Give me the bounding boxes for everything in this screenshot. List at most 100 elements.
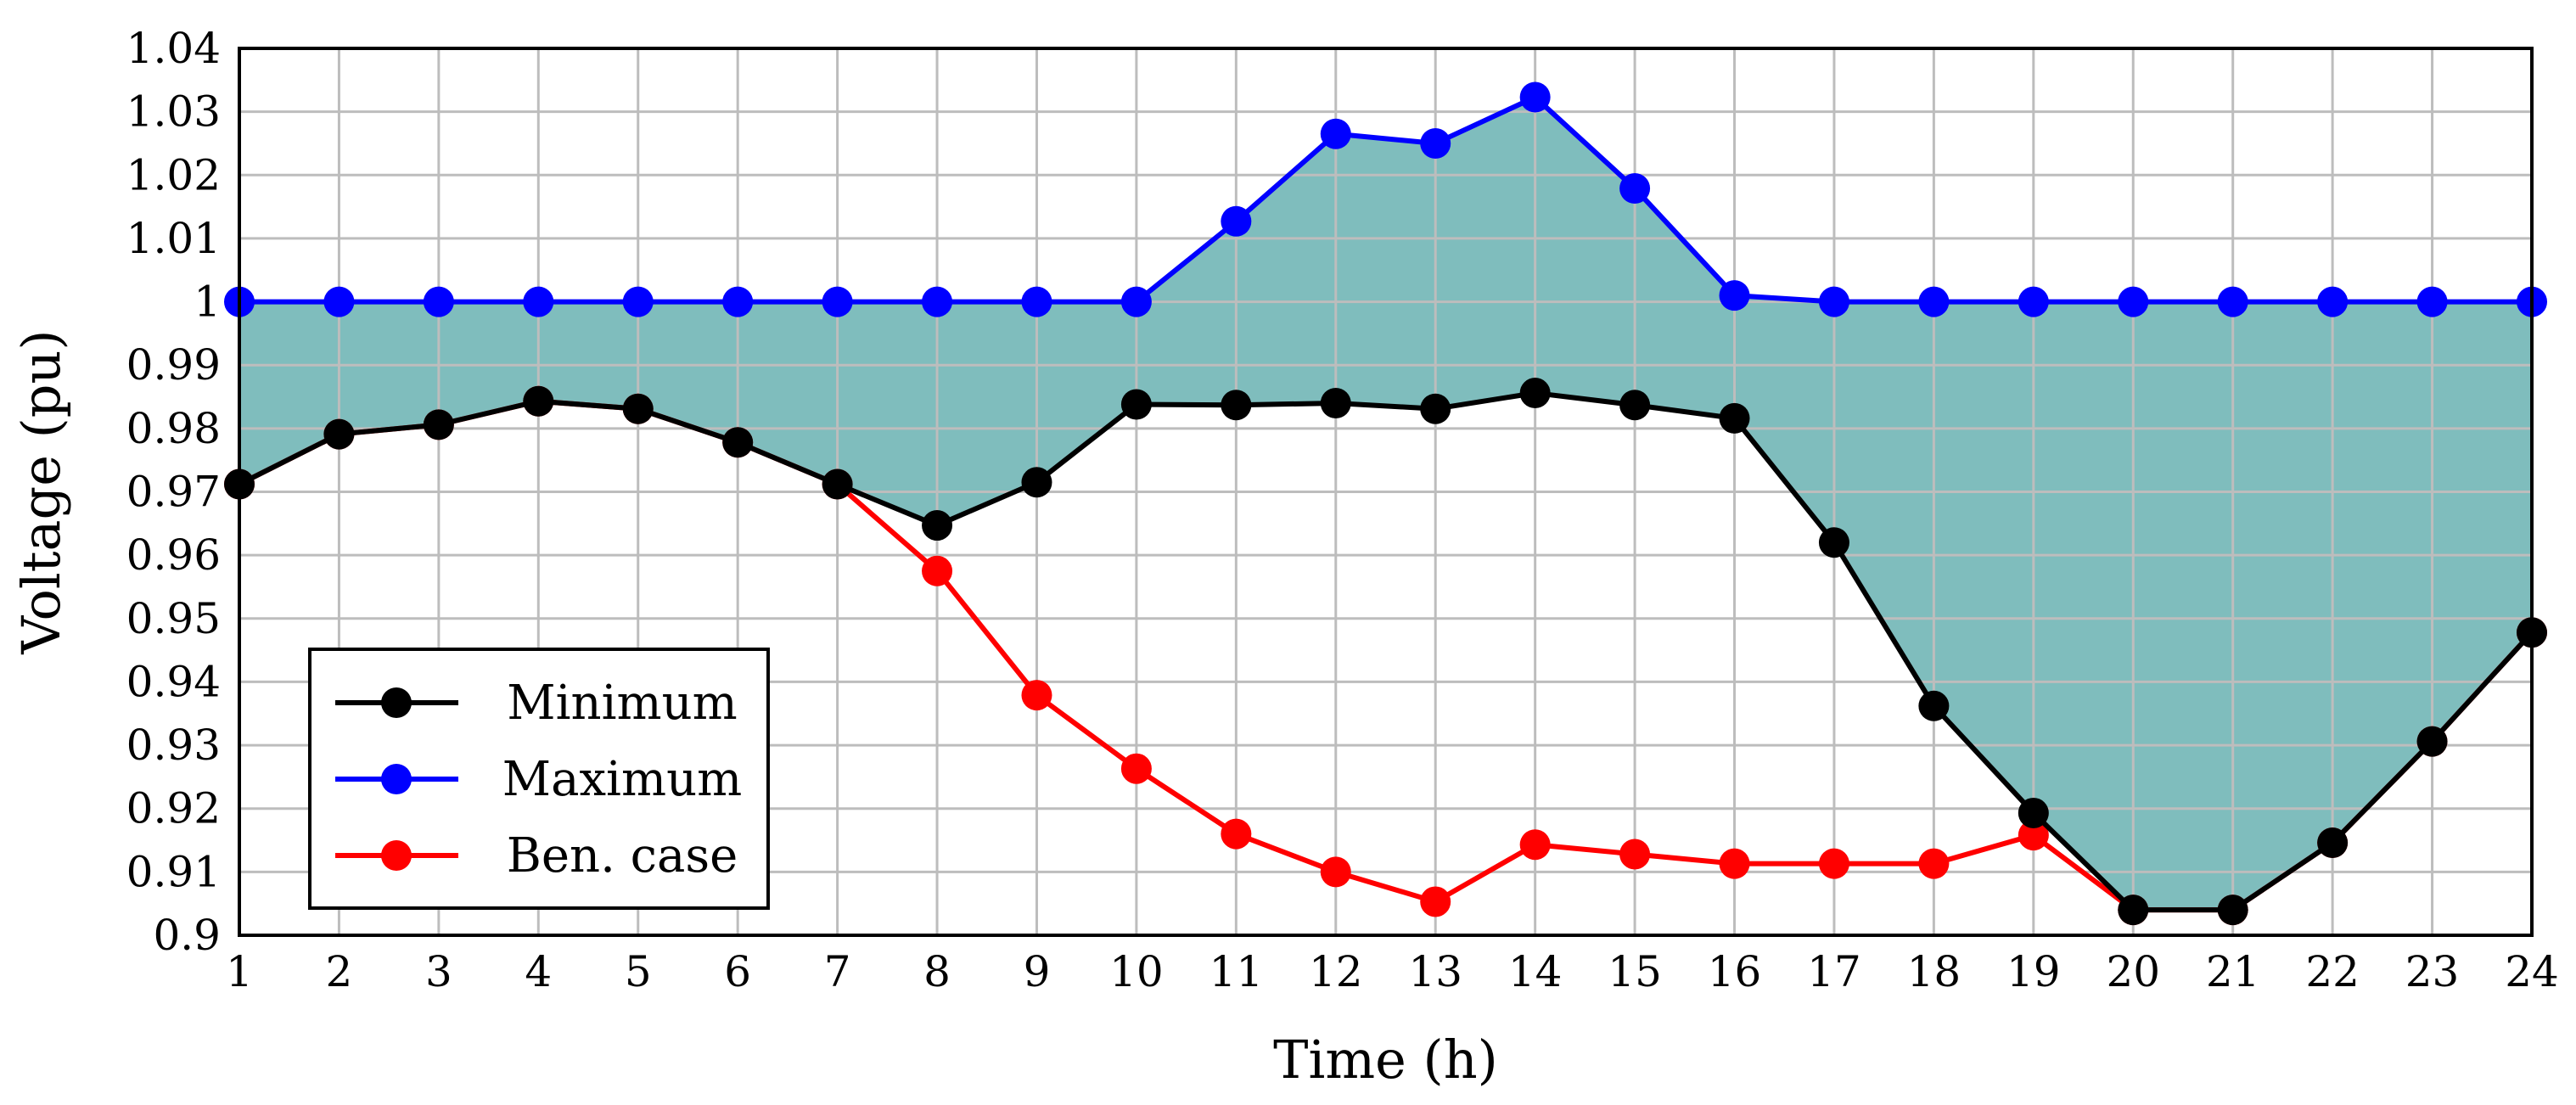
legend-marker-minimum bbox=[381, 687, 412, 718]
data-point-minimum bbox=[1120, 389, 1152, 420]
x-tick-label: 15 bbox=[1608, 947, 1662, 996]
data-point-ben-case bbox=[1120, 753, 1152, 784]
data-point-maximum bbox=[523, 286, 554, 317]
y-axis-title: Voltage (pu) bbox=[10, 329, 72, 654]
data-point-minimum bbox=[1619, 390, 1651, 421]
plot-frame bbox=[238, 47, 2534, 937]
legend: Minimum Maximum Ben. case bbox=[308, 648, 770, 910]
data-point-maximum bbox=[1519, 81, 1551, 113]
x-tick-label: 17 bbox=[1807, 947, 1861, 996]
min-max-band bbox=[239, 97, 2532, 911]
x-axis-title: Time (h) bbox=[1273, 1029, 1498, 1091]
data-point-ben-case bbox=[1320, 856, 1351, 888]
data-point-ben-case bbox=[1818, 848, 1849, 879]
data-point-minimum bbox=[423, 409, 454, 440]
data-point-minimum bbox=[2118, 895, 2149, 926]
data-point-minimum bbox=[523, 385, 554, 417]
data-point-minimum bbox=[2416, 726, 2448, 757]
data-point-minimum bbox=[722, 427, 754, 458]
data-point-minimum bbox=[1918, 690, 1950, 721]
data-point-ben-case bbox=[1420, 886, 1451, 917]
data-point-maximum bbox=[1420, 127, 1451, 159]
y-tick-label: 0.96 bbox=[126, 530, 221, 580]
data-point-maximum bbox=[1320, 118, 1351, 149]
data-point-maximum bbox=[2416, 286, 2448, 317]
x-tick-label: 8 bbox=[923, 947, 951, 996]
y-tick-label: 0.95 bbox=[126, 594, 221, 643]
data-point-minimum bbox=[1221, 390, 1252, 421]
data-point-minimum bbox=[2018, 797, 2049, 828]
data-point-minimum bbox=[1021, 467, 1052, 498]
data-point-maximum bbox=[1619, 172, 1651, 204]
series-line-maximum bbox=[239, 94, 2532, 305]
data-point-ben-case bbox=[1719, 848, 1750, 879]
data-point-maximum bbox=[2317, 286, 2349, 317]
data-point-minimum bbox=[2317, 827, 2349, 859]
y-tick-label: 0.91 bbox=[126, 847, 221, 896]
legend-label-minimum: Minimum bbox=[507, 676, 738, 731]
x-tick-label: 1 bbox=[226, 947, 253, 996]
x-tick-label: 19 bbox=[2006, 947, 2061, 996]
x-tick-label: 7 bbox=[824, 947, 851, 996]
data-point-maximum bbox=[323, 286, 355, 317]
data-point-minimum bbox=[822, 468, 853, 500]
y-tick-label: 0.94 bbox=[126, 657, 221, 706]
y-tick-label: 1.02 bbox=[126, 150, 221, 199]
y-tick-label: 1 bbox=[194, 278, 221, 327]
data-point-maximum bbox=[2018, 286, 2049, 317]
data-point-maximum bbox=[423, 286, 454, 317]
data-point-ben-case bbox=[2018, 820, 2049, 851]
data-point-maximum bbox=[1818, 286, 1849, 317]
data-point-minimum bbox=[1719, 402, 1750, 434]
y-tick-label: 1.01 bbox=[126, 214, 221, 263]
data-point-maximum bbox=[1120, 286, 1152, 317]
x-tick-label: 16 bbox=[1708, 947, 1762, 996]
data-point-maximum bbox=[2217, 286, 2248, 317]
data-point-maximum bbox=[1221, 205, 1252, 237]
data-point-minimum bbox=[1818, 527, 1849, 558]
x-tick-label: 10 bbox=[1109, 947, 1164, 996]
y-tick-label: 0.97 bbox=[126, 468, 221, 517]
x-tick-label: 23 bbox=[2405, 947, 2460, 996]
legend-marker-ben-case bbox=[381, 840, 412, 871]
y-tick-label: 0.9 bbox=[153, 911, 221, 960]
x-tick-label: 18 bbox=[1907, 947, 1961, 996]
data-point-maximum bbox=[2118, 286, 2149, 317]
x-tick-label: 5 bbox=[625, 947, 652, 996]
data-point-maximum bbox=[822, 286, 853, 317]
legend-label-maximum: Maximum bbox=[502, 752, 743, 807]
y-tick-label: 0.92 bbox=[126, 784, 221, 833]
data-point-minimum bbox=[922, 510, 953, 541]
tick-label-layer: 1 2 3 4 5 6 7 8 9 10 11 12 13 14 15 16 17 18 19 20 21 22 23 240… bbox=[126, 24, 2559, 996]
x-tick-label: 14 bbox=[1508, 947, 1563, 996]
data-point-minimum bbox=[2217, 895, 2248, 926]
y-tick-label: 0.93 bbox=[126, 721, 221, 770]
data-point-minimum bbox=[1420, 393, 1451, 424]
data-point-ben-case bbox=[922, 555, 953, 586]
x-tick-label: 9 bbox=[1024, 947, 1051, 996]
y-tick-label: 1.04 bbox=[126, 24, 221, 73]
min-max-band-layer bbox=[239, 97, 2532, 911]
data-point-maximum bbox=[1021, 286, 1052, 317]
x-tick-label: 6 bbox=[724, 947, 751, 996]
x-tick-label: 22 bbox=[2305, 947, 2360, 996]
x-tick-label: 4 bbox=[525, 947, 552, 996]
series-line-minimum bbox=[238, 390, 2534, 913]
y-tick-label: 0.98 bbox=[126, 404, 221, 453]
y-tick-label: 1.03 bbox=[126, 87, 221, 137]
y-tick-label: 0.99 bbox=[126, 340, 221, 390]
x-tick-label: 13 bbox=[1408, 947, 1462, 996]
series-minimum bbox=[224, 378, 2547, 926]
data-point-minimum bbox=[1320, 388, 1351, 418]
x-tick-label: 12 bbox=[1309, 947, 1363, 996]
data-point-ben-case bbox=[1619, 839, 1651, 870]
data-point-maximum bbox=[1719, 280, 1750, 311]
data-point-ben-case bbox=[1918, 848, 1950, 879]
series-layer bbox=[224, 81, 2547, 926]
legend-label-ben-case: Ben. case bbox=[507, 828, 738, 883]
data-point-ben-case bbox=[1221, 818, 1252, 850]
x-tick-label: 21 bbox=[2206, 947, 2260, 996]
data-point-maximum bbox=[1918, 286, 1950, 317]
data-point-ben-case bbox=[1021, 680, 1052, 711]
